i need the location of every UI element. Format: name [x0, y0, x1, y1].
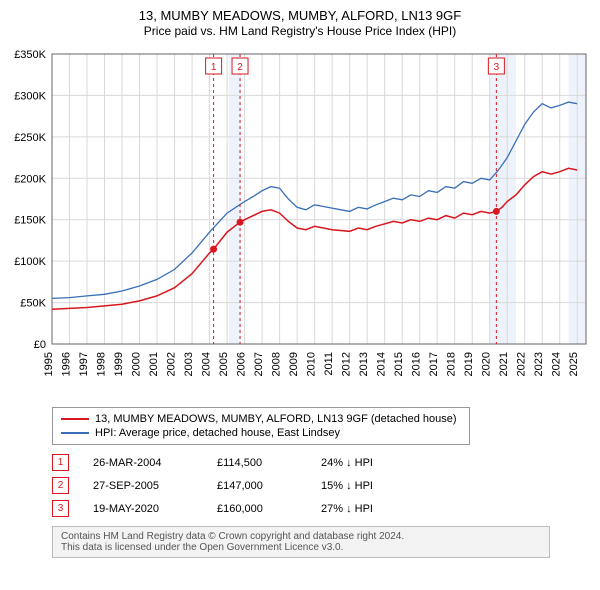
- svg-text:1997: 1997: [78, 352, 90, 376]
- svg-text:1998: 1998: [96, 352, 108, 376]
- svg-text:2006: 2006: [236, 352, 248, 376]
- sale-diff: 27% ↓ HPI: [321, 503, 421, 515]
- svg-text:2008: 2008: [271, 352, 283, 376]
- sale-date: 26-MAR-2004: [93, 457, 193, 469]
- sale-date: 19-MAY-2020: [93, 503, 193, 515]
- svg-text:2010: 2010: [306, 352, 318, 376]
- svg-text:£350K: £350K: [14, 49, 46, 61]
- svg-text:2001: 2001: [148, 352, 160, 376]
- sale-row: 2 27-SEP-2005 £147,000 15% ↓ HPI: [52, 474, 588, 497]
- svg-text:2004: 2004: [201, 352, 213, 376]
- svg-text:£300K: £300K: [14, 90, 46, 102]
- page-subtitle: Price paid vs. HM Land Registry's House …: [8, 24, 592, 38]
- sale-row: 3 19-MAY-2020 £160,000 27% ↓ HPI: [52, 497, 588, 520]
- svg-text:£150K: £150K: [14, 215, 46, 227]
- svg-text:£100K: £100K: [14, 256, 46, 268]
- sale-price: £147,000: [217, 480, 297, 492]
- sale-price: £114,500: [217, 457, 297, 469]
- svg-text:2022: 2022: [516, 352, 528, 376]
- svg-text:1: 1: [211, 62, 217, 73]
- svg-text:2018: 2018: [446, 352, 458, 376]
- legend-item: 13, MUMBY MEADOWS, MUMBY, ALFORD, LN13 9…: [61, 412, 461, 426]
- sale-diff: 24% ↓ HPI: [321, 457, 421, 469]
- svg-text:2009: 2009: [288, 352, 300, 376]
- svg-text:2: 2: [237, 62, 243, 73]
- sales-table: 1 26-MAR-2004 £114,500 24% ↓ HPI 2 27-SEP-200…: [52, 451, 588, 520]
- svg-text:£200K: £200K: [14, 173, 46, 185]
- svg-text:2012: 2012: [341, 352, 353, 376]
- sale-row: 1 26-MAR-2004 £114,500 24% ↓ HPI: [52, 451, 588, 474]
- svg-text:2002: 2002: [166, 352, 178, 376]
- sale-marker: 1: [52, 454, 69, 471]
- legend-item: HPI: Average price, detached house, East…: [61, 426, 461, 440]
- svg-text:2019: 2019: [463, 352, 475, 376]
- svg-text:1996: 1996: [61, 352, 73, 376]
- sale-diff: 15% ↓ HPI: [321, 480, 421, 492]
- svg-text:2000: 2000: [131, 352, 143, 376]
- legend-label: HPI: Average price, detached house, East…: [95, 427, 340, 439]
- svg-text:£50K: £50K: [20, 298, 46, 310]
- page-title: 13, MUMBY MEADOWS, MUMBY, ALFORD, LN13 9…: [8, 8, 592, 23]
- svg-text:2023: 2023: [533, 352, 545, 376]
- attribution-line: Contains HM Land Registry data © Crown c…: [61, 531, 541, 542]
- svg-text:2021: 2021: [498, 352, 510, 376]
- svg-text:£250K: £250K: [14, 132, 46, 144]
- svg-text:2017: 2017: [428, 352, 440, 376]
- svg-text:2016: 2016: [411, 352, 423, 376]
- price-chart: £0 £50K £100K £150K £200K £250K £300K £350K 1995…: [8, 44, 592, 394]
- legend-swatch: [61, 432, 89, 434]
- svg-text:2011: 2011: [323, 352, 335, 376]
- sale-price: £160,000: [217, 503, 297, 515]
- svg-text:3: 3: [494, 62, 500, 73]
- svg-text:2014: 2014: [376, 352, 388, 376]
- svg-text:2020: 2020: [481, 352, 493, 376]
- svg-text:£0: £0: [34, 339, 46, 351]
- chart-container: £0 £50K £100K £150K £200K £250K £300K £350K 1995…: [8, 44, 592, 399]
- svg-text:2007: 2007: [253, 352, 265, 376]
- attribution-line: This data is licensed under the Open Gov…: [61, 542, 541, 553]
- sale-marker: 3: [52, 500, 69, 517]
- sale-marker: 2: [52, 477, 69, 494]
- legend: 13, MUMBY MEADOWS, MUMBY, ALFORD, LN13 9…: [52, 407, 470, 445]
- attribution: Contains HM Land Registry data © Crown c…: [52, 526, 550, 558]
- svg-text:1999: 1999: [113, 352, 125, 376]
- svg-text:2015: 2015: [393, 352, 405, 376]
- legend-swatch: [61, 418, 89, 420]
- svg-text:2005: 2005: [218, 352, 230, 376]
- svg-text:2003: 2003: [183, 352, 195, 376]
- svg-text:2024: 2024: [551, 352, 563, 376]
- svg-text:2025: 2025: [568, 352, 580, 376]
- svg-text:2013: 2013: [358, 352, 370, 376]
- legend-label: 13, MUMBY MEADOWS, MUMBY, ALFORD, LN13 9…: [95, 413, 457, 425]
- svg-text:1995: 1995: [43, 352, 55, 376]
- sale-date: 27-SEP-2005: [93, 480, 193, 492]
